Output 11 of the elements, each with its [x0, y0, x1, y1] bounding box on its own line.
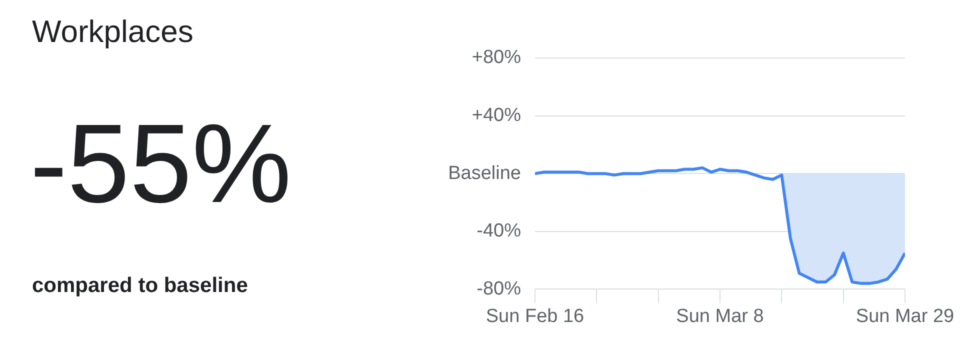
text: compared to baseline	[32, 274, 248, 298]
y-tick-label: -40%	[476, 220, 522, 242]
y-tick-label: +80%	[472, 47, 522, 68]
text: Workplaces	[32, 14, 194, 50]
y-tick-label: Baseline	[448, 162, 521, 184]
x-tick-label: Sun Feb 16	[486, 306, 584, 327]
y-tick-label: +40%	[472, 105, 522, 126]
text: -55%	[30, 101, 292, 226]
y-tick-label: -80%	[476, 278, 522, 300]
x-tick-label: Sun Mar 8	[676, 306, 764, 327]
x-tick-label: Sun Mar 29	[856, 306, 954, 327]
